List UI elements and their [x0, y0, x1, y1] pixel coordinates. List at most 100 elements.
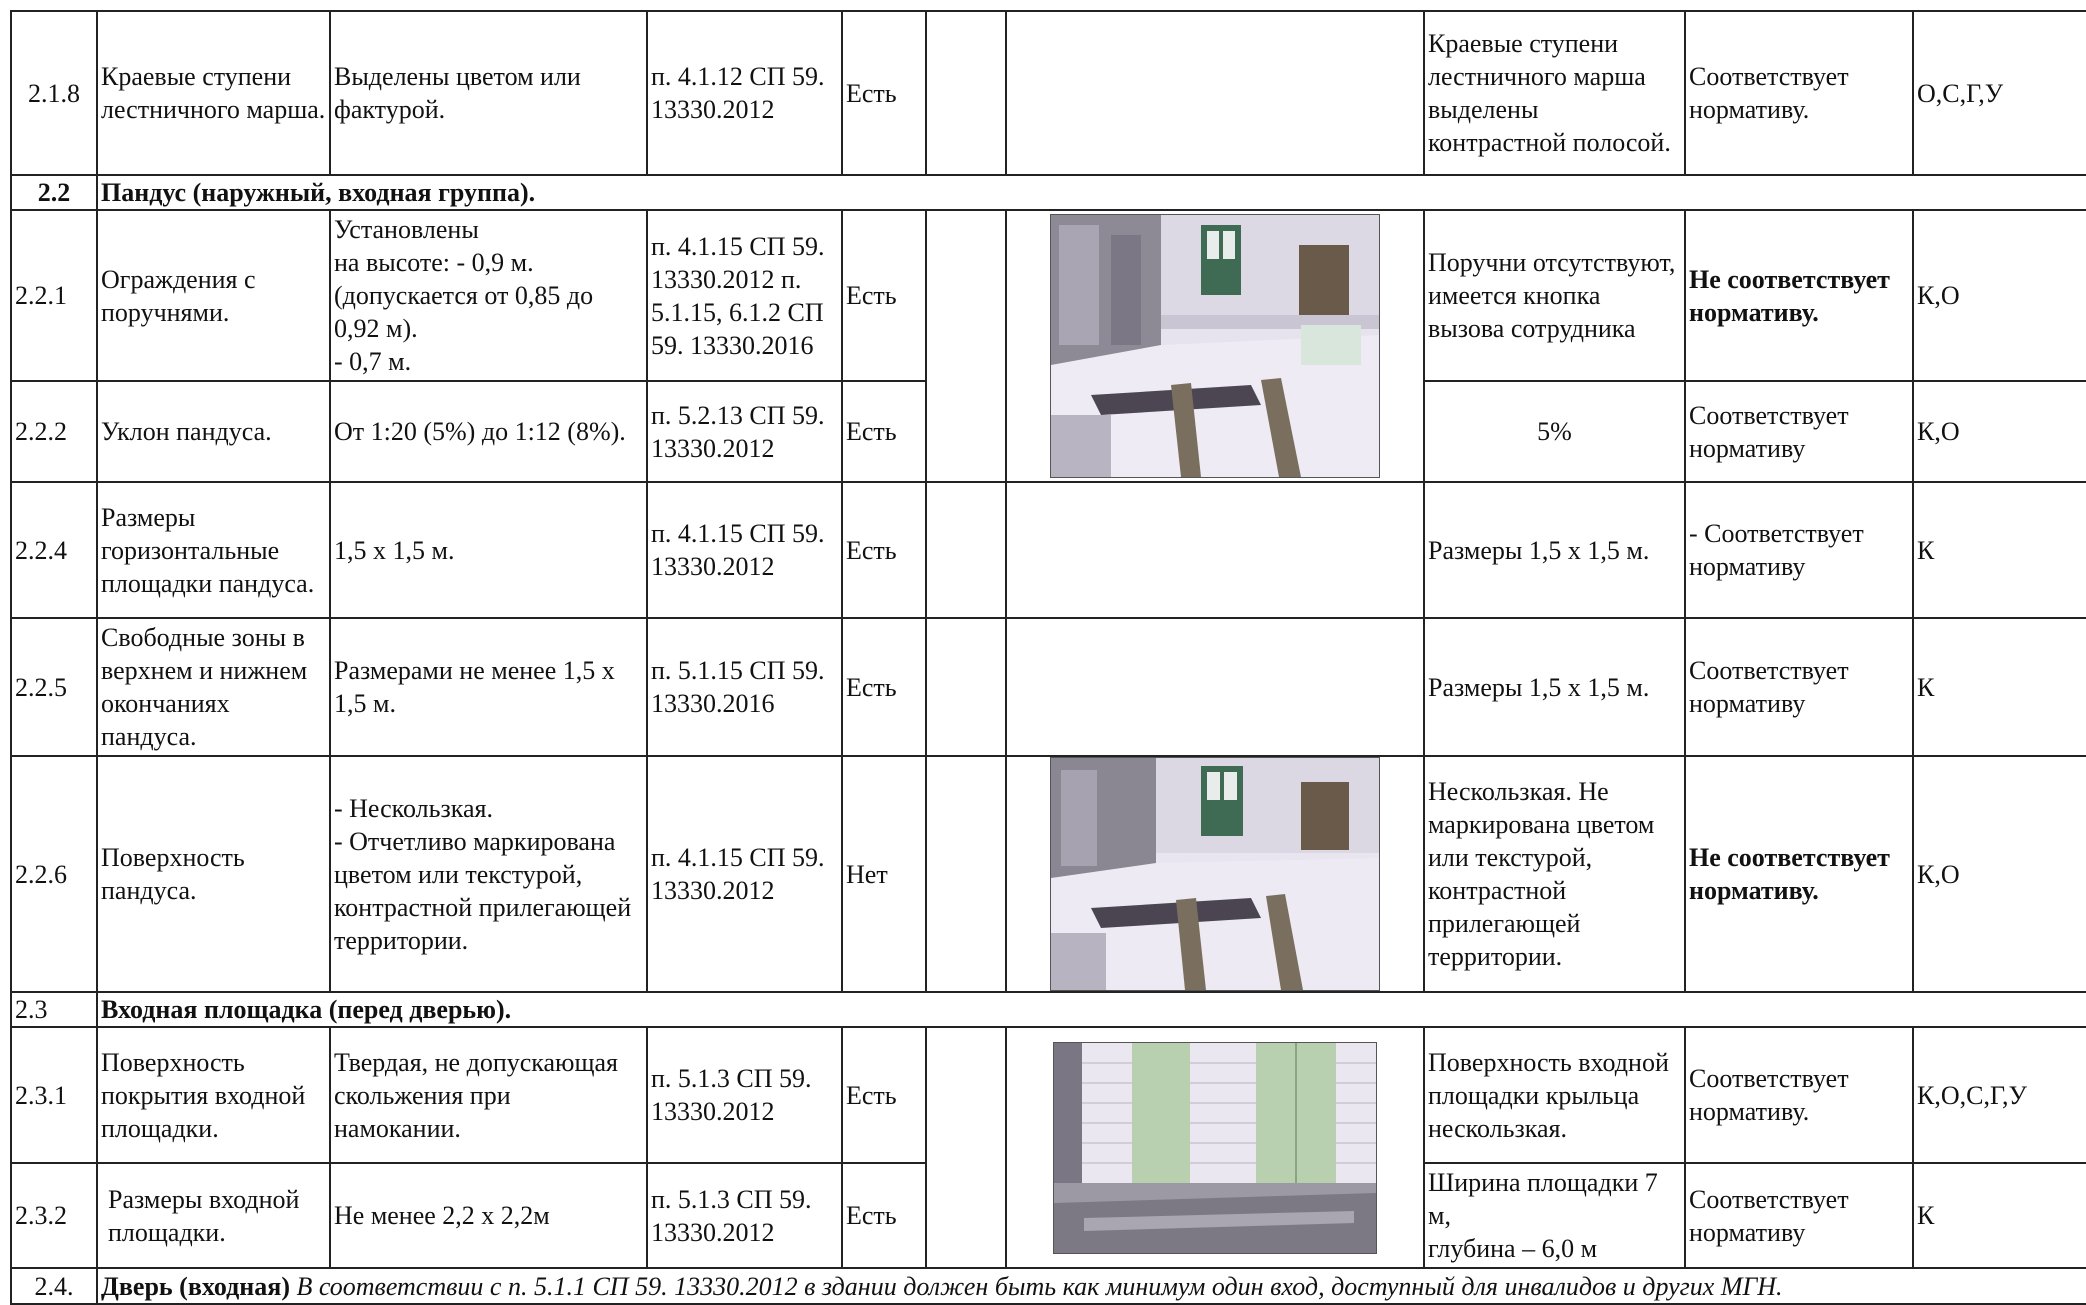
section-header-row: 2.3 Входная площадка (перед дверью).	[10, 991, 2086, 1028]
table-row: 2.2.4 Размеры горизонтальные площадки па…	[10, 481, 2086, 619]
item-name: Поверхность пандуса.	[96, 755, 331, 993]
empty-cell	[925, 1026, 1007, 1269]
section-header-row: 2.2 Пандус (наружный, входная группа).	[10, 174, 2086, 211]
item-name: Размеры горизонтальные площадки пандуса.	[96, 481, 331, 619]
table-row: 2.2.1 Ограждения с поручнями. Установлен…	[10, 209, 2086, 483]
conclusion: - Соответствует нормативу	[1684, 481, 1914, 619]
categories: К	[1912, 1162, 2086, 1269]
presence: Есть	[841, 481, 927, 619]
ramp-surface-photo-cell	[1005, 755, 1425, 993]
section-number: 2.3	[10, 991, 98, 1028]
empty-cell	[925, 10, 1007, 176]
requirement: Не менее 2,2 х 2,2м	[329, 1162, 648, 1269]
actual-state: Нескользкая. Не маркирована цветом или т…	[1423, 755, 1686, 993]
norm-reference: п. 4.1.15 СП 59. 13330.2012	[646, 755, 843, 993]
item-number: 2.2.6	[10, 755, 98, 993]
fact-line: глубина – 6,0 м	[1428, 1234, 1598, 1263]
presence: Есть	[841, 1026, 927, 1164]
empty-cell	[925, 617, 1007, 757]
actual-state: Краевые ступени лестничного марша выделе…	[1423, 10, 1686, 176]
empty-cell	[925, 209, 1007, 483]
item-number: 2.3.1	[10, 1026, 98, 1164]
entrance-photo	[1053, 1041, 1377, 1254]
requirement: 1,5 х 1,5 м.	[329, 481, 648, 619]
requirement-line: 0,92 м).	[334, 314, 418, 343]
requirement-line: - 0,7 м.	[334, 347, 412, 376]
requirement-line: (допускается от 0,85 до	[334, 281, 594, 310]
table-row: 2.3.2 Размеры входной площадки. Не менее…	[10, 1162, 2086, 1269]
conclusion: Соответствует нормативу	[1684, 1162, 1914, 1269]
presence: Есть	[841, 209, 927, 382]
ramp-surface-photo	[1050, 758, 1380, 990]
norm-reference: п. 5.2.13 СП 59. 13330.2012	[646, 380, 843, 483]
conclusion: Соответствует нормативу	[1684, 380, 1914, 483]
presence: Есть	[841, 1162, 927, 1269]
actual-state: Поручни отсутствуют, имеется кнопка вызо…	[1423, 209, 1686, 382]
requirement-line: Установлены	[334, 215, 479, 244]
conclusion: Соответствует нормативу.	[1684, 1026, 1914, 1164]
section-title: Входная площадка (перед дверью).	[96, 991, 2086, 1028]
section-number: 2.2	[10, 174, 98, 211]
categories: К,О	[1912, 209, 2086, 382]
norm-reference: п. 5.1.15 СП 59. 13330.2016	[646, 617, 843, 757]
requirement: От 1:20 (5%) до 1:12 (8%).	[329, 380, 648, 483]
norm-reference: п. 5.1.3 СП 59. 13330.2012	[646, 1162, 843, 1269]
requirement: - Нескользкая. - Отчетливо маркирована ц…	[329, 755, 648, 993]
categories: К	[1912, 617, 2086, 757]
categories: К,О	[1912, 380, 2086, 483]
item-name: Краевые ступени лестничного марша.	[96, 10, 331, 176]
table-row: 2.3.1 Поверхность покрытия входной площа…	[10, 1026, 2086, 1269]
requirement-line: на высоте: - 0,9 м.	[334, 248, 534, 277]
item-name: Свободные зоны в верхнем и нижнем оконча…	[96, 617, 331, 757]
item-number: 2.2.2	[10, 380, 98, 483]
categories: К,О,С,Г,У	[1912, 1026, 2086, 1164]
section-title: Дверь (входная) В соответствии с п. 5.1.…	[96, 1267, 2086, 1305]
actual-state: Ширина площадки 7 м, глубина – 6,0 м	[1423, 1162, 1686, 1269]
actual-state: Размеры 1,5 х 1,5 м.	[1423, 481, 1686, 619]
presence: Нет	[841, 755, 927, 993]
norm-reference: п. 4.1.15 СП 59. 13330.2012 п. 5.1.15, 6…	[646, 209, 843, 382]
section-title-text: Дверь (входная)	[101, 1271, 290, 1301]
ramp-photo	[1050, 214, 1380, 478]
categories: О,С,Г,У	[1912, 10, 2086, 176]
conclusion: Соответствует нормативу	[1684, 617, 1914, 757]
norm-reference: п. 4.1.12 СП 59. 13330.2012	[646, 10, 843, 176]
item-number: 2.2.1	[10, 209, 98, 382]
actual-state: Размеры 1,5 х 1,5 м.	[1423, 617, 1686, 757]
item-number: 2.3.2	[10, 1162, 98, 1269]
item-name: Уклон пандуса.	[96, 380, 331, 483]
norm-reference: п. 4.1.15 СП 59. 13330.2012	[646, 481, 843, 619]
presence: Есть	[841, 380, 927, 483]
item-name: Поверхность покрытия входной площадки.	[96, 1026, 331, 1164]
section-note: В соответствии с п. 5.1.1 СП 59. 13330.2…	[296, 1271, 1783, 1301]
item-name: Ограждения с поручнями.	[96, 209, 331, 382]
section-title: Пандус (наружный, входная группа).	[96, 174, 2086, 211]
conclusion: Не соответствует нормативу.	[1684, 755, 1914, 993]
photo-cell-empty	[1005, 617, 1425, 757]
entrance-photo-cell	[1005, 1026, 1425, 1269]
requirement: Размерами не менее 1,5 х 1,5 м.	[329, 617, 648, 757]
requirement-line: - Нескользкая.	[334, 793, 493, 823]
audit-table: 2.1.8 Краевые ступени лестничного марша.…	[10, 10, 2086, 1305]
table-row: 2.2.6 Поверхность пандуса. - Нескользкая…	[10, 755, 2086, 993]
presence: Есть	[841, 617, 927, 757]
actual-state: 5%	[1423, 380, 1686, 483]
norm-reference: п. 5.1.3 СП 59. 13330.2012	[646, 1026, 843, 1164]
conclusion: Соответствует нормативу.	[1684, 10, 1914, 176]
section-number: 2.4.	[10, 1267, 98, 1305]
item-name: Размеры входной площадки.	[96, 1162, 331, 1269]
photo-cell-empty	[1005, 10, 1425, 176]
empty-cell	[925, 481, 1007, 619]
ramp-photo-cell	[1005, 209, 1425, 483]
requirement: Твердая, не допускающая скольжения при н…	[329, 1026, 648, 1164]
table-row: 2.1.8 Краевые ступени лестничного марша.…	[10, 10, 2086, 176]
actual-state: Поверхность входной площадки крыльца нес…	[1423, 1026, 1686, 1164]
empty-cell	[925, 755, 1007, 993]
item-number: 2.2.5	[10, 617, 98, 757]
accessibility-audit-table: 2.1.8 Краевые ступени лестничного марша.…	[10, 10, 2086, 1305]
photo-cell-empty	[1005, 481, 1425, 619]
item-number: 2.1.8	[10, 10, 98, 176]
section-header-row: 2.4. Дверь (входная) В соответствии с п.…	[10, 1267, 2086, 1305]
requirement: Установлены на высоте: - 0,9 м. (допуска…	[329, 209, 648, 382]
table-row: 2.2.5 Свободные зоны в верхнем и нижнем …	[10, 617, 2086, 757]
